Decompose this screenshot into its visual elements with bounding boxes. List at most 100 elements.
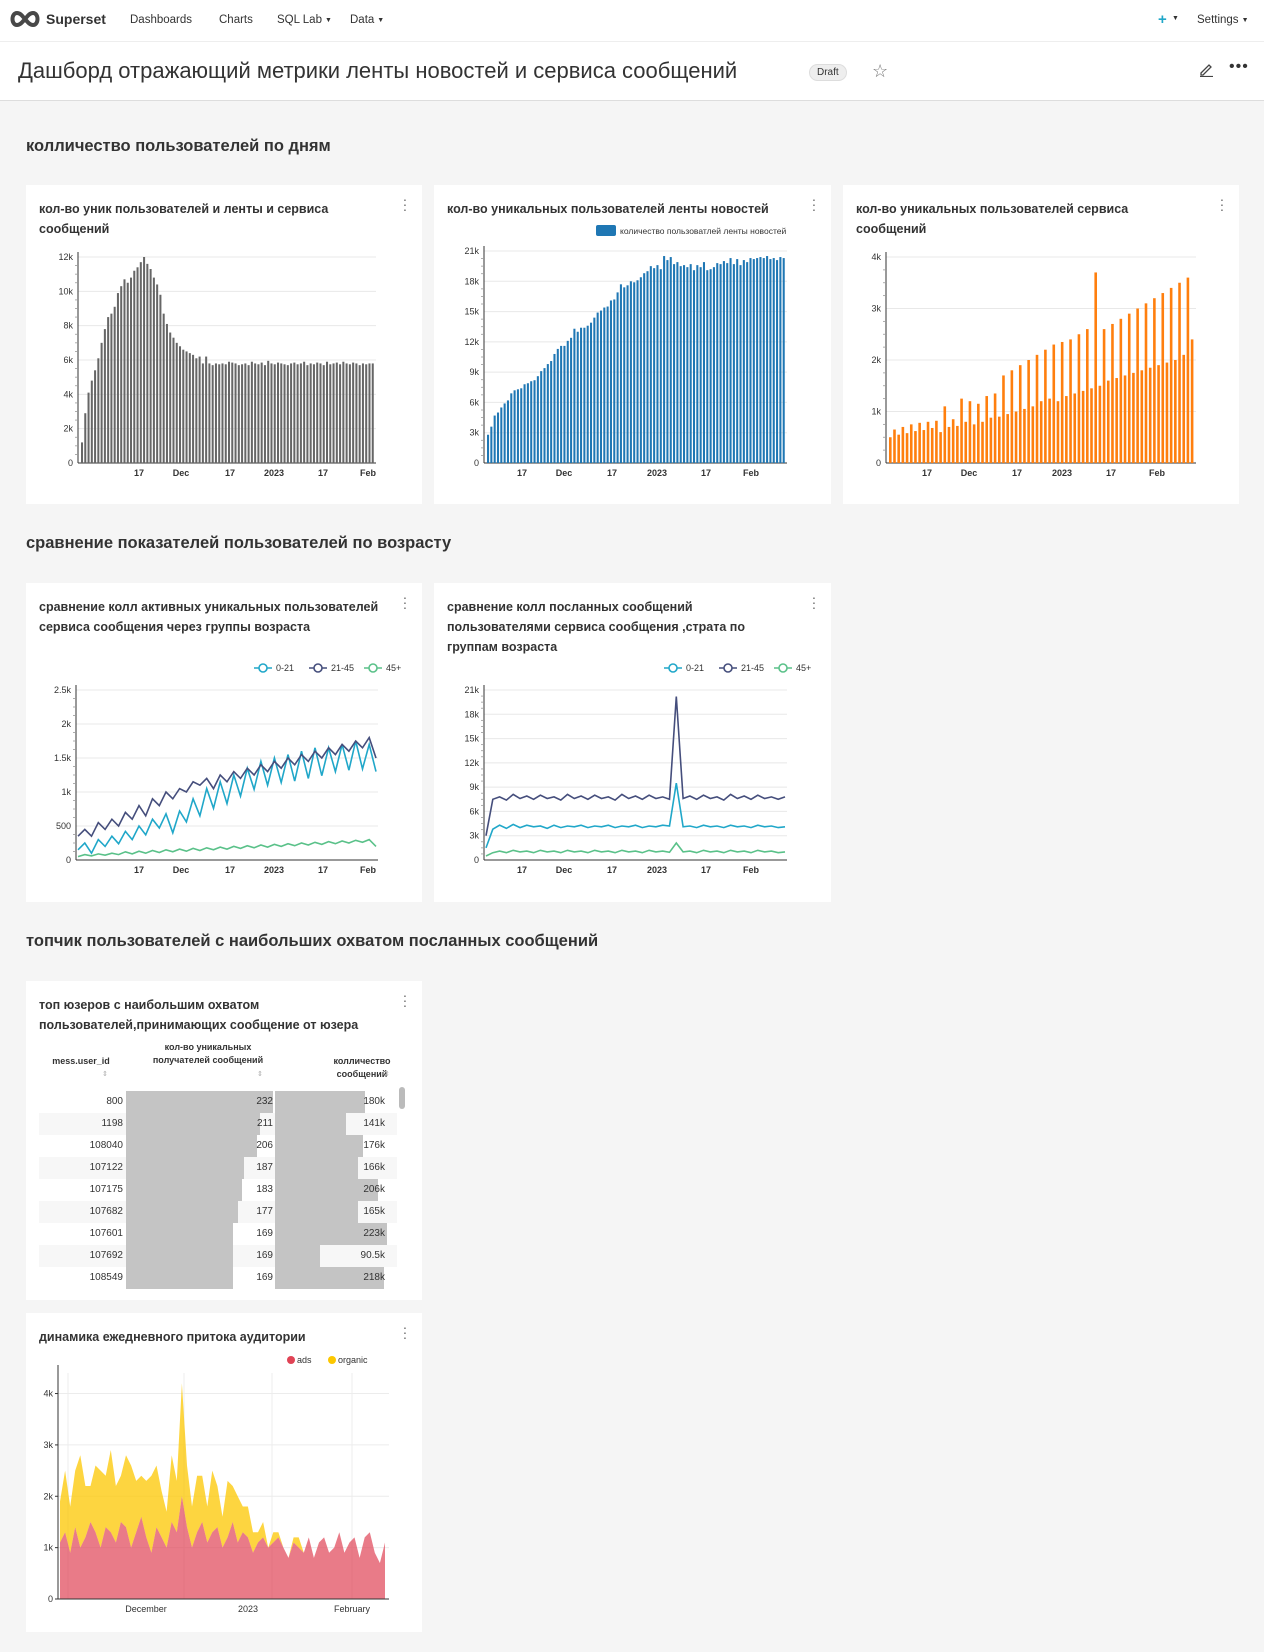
y-tick-label: 6k [469, 806, 479, 816]
nav-sql-lab-label: SQL Lab [277, 14, 322, 26]
bar [619, 284, 622, 463]
bar [699, 267, 702, 463]
dashboard-title[interactable]: Дашборд отражающий метрики ленты новосте… [18, 58, 738, 83]
cell-bar-recipients [126, 1245, 234, 1267]
settings-menu[interactable]: Settings ▼ [1197, 14, 1249, 26]
chart-title: динамика ежедневного притока аудитории [39, 1330, 306, 1344]
bar [113, 306, 116, 463]
table-scrollbar[interactable] [398, 1086, 406, 1286]
cell-user-id: 800 [106, 1096, 123, 1107]
y-tick-label: 0 [68, 458, 73, 468]
nav-sql-lab[interactable]: SQL Lab ▼ [277, 14, 332, 26]
bar [543, 368, 546, 463]
column-header-user-id[interactable]: mess.user_id [52, 1056, 110, 1066]
superset-logo[interactable]: Superset [8, 9, 106, 29]
table-row[interactable]: 107682 177 165k [39, 1201, 397, 1223]
bar [1014, 411, 1018, 463]
bar [326, 361, 329, 463]
bar-chart-feed-users: 0 3k 6k 9k 12k 15k 18k 21k 17 Dec 17 2023 17 Feb колич… [464, 225, 787, 478]
bar [306, 365, 309, 463]
bar [613, 299, 616, 463]
bar [589, 322, 593, 463]
table-row[interactable]: 1198 211 141k [39, 1113, 397, 1135]
bar [120, 286, 123, 463]
kebab-menu-icon[interactable]: · · · [811, 589, 817, 615]
chart-card-audience-inflow: динамика ежедневного притока аудитории ·… [26, 1313, 422, 1632]
bar [573, 328, 576, 463]
table-row[interactable]: 107692 169 90.5k [39, 1245, 397, 1267]
y-tick-label: 1k [43, 1543, 53, 1553]
cell-messages: 176k [363, 1140, 385, 1151]
y-tick-label: 18k [464, 276, 479, 286]
legend-marker [328, 1356, 336, 1364]
bar [985, 396, 989, 463]
cell-messages: 90.5k [360, 1250, 385, 1261]
bar [762, 258, 765, 463]
bar [1132, 372, 1135, 463]
bar [616, 292, 619, 463]
bar [87, 392, 90, 463]
bar [993, 393, 997, 463]
table-row[interactable]: 108549 169 218k [39, 1267, 397, 1289]
bar [603, 307, 606, 463]
table-row[interactable]: 107175 183 206k [39, 1179, 397, 1201]
legend-label: ads [297, 1355, 312, 1365]
column-header-messages[interactable]: колличество сообщений [333, 1056, 391, 1079]
x-tick-label: Feb [743, 865, 760, 875]
more-options-icon[interactable]: ••• [1229, 58, 1249, 75]
table-row[interactable]: 108040 206 176k [39, 1135, 397, 1157]
x-tick-label: Dec [961, 468, 978, 478]
bar [905, 433, 909, 463]
cell-bar-recipients [126, 1267, 234, 1289]
bar [116, 293, 119, 463]
x-tick-label: Feb [360, 468, 377, 478]
edit-dashboard-button[interactable] [1198, 61, 1214, 82]
kebab-menu-icon[interactable]: · · · [402, 589, 408, 615]
table-row[interactable]: 107601 169 223k [39, 1223, 397, 1245]
star-icon[interactable]: ☆ [872, 61, 889, 81]
bar [152, 277, 155, 463]
bar [1115, 378, 1118, 463]
bar [100, 342, 103, 463]
nav-data[interactable]: Data ▼ [350, 14, 384, 26]
nav-dashboards[interactable]: Dashboards [130, 14, 193, 26]
bar [736, 259, 739, 463]
bar [342, 361, 345, 463]
bar [653, 268, 656, 463]
sort-icon[interactable]: ⇕ [102, 1071, 108, 1078]
kebab-menu-icon[interactable]: · · · [811, 191, 817, 217]
x-tick-label: 17 [607, 865, 617, 875]
y-tick-label: 21k [464, 246, 479, 256]
sort-icon[interactable]: ⇕ [384, 1071, 390, 1078]
cell-user-id: 107122 [89, 1162, 123, 1173]
kebab-menu-icon[interactable]: · · · [402, 191, 408, 217]
bar [689, 264, 692, 463]
kebab-menu-icon[interactable]: · · · [402, 987, 408, 1013]
plus-icon[interactable]: + [1158, 11, 1167, 28]
column-header-recipients[interactable]: кол-во уникальных получателей сообщений [152, 1042, 264, 1065]
bar [195, 358, 198, 463]
table-row[interactable]: 107122 187 166k [39, 1157, 397, 1179]
scrollbar-thumb[interactable] [399, 1087, 405, 1109]
kebab-menu-icon[interactable]: · · · [1219, 191, 1225, 217]
bar [769, 259, 772, 463]
bar [231, 362, 234, 463]
nav-charts[interactable]: Charts [219, 14, 253, 26]
kebab-menu-icon[interactable]: · · · [402, 1319, 408, 1345]
bar [1153, 298, 1156, 463]
y-tick-label: 4k [63, 389, 73, 399]
bar [241, 364, 244, 463]
chevron-down-icon[interactable]: ▼ [1172, 15, 1179, 22]
bar [583, 327, 586, 463]
bar [1123, 375, 1127, 463]
table-row[interactable]: 800 232 180k [39, 1091, 397, 1113]
bar [110, 313, 113, 463]
bar [293, 362, 296, 463]
bar [646, 271, 649, 463]
y-tick-label: 3k [871, 304, 881, 314]
x-tick-label: Dec [556, 865, 573, 875]
sort-icon[interactable]: ⇕ [257, 1071, 263, 1078]
y-tick-label: 8k [63, 321, 73, 331]
bar [520, 388, 523, 463]
cell-messages: 218k [363, 1272, 385, 1283]
